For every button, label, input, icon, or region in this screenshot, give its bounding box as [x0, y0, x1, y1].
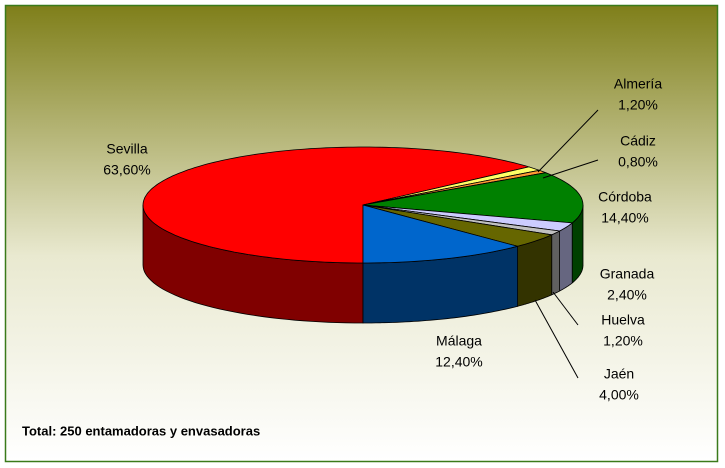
slice-side: [517, 234, 553, 307]
value-label: 12,40%: [435, 354, 482, 370]
slice-label: Jaén: [604, 366, 634, 382]
value-label: 2,40%: [607, 287, 647, 303]
slice-side: [559, 221, 573, 292]
value-label: 14,40%: [601, 210, 648, 226]
leader-line: [542, 159, 599, 179]
slice: [362, 204, 518, 264]
value-label: 63,60%: [103, 162, 150, 178]
value-label: 0,80%: [618, 154, 658, 170]
value-label: 4,00%: [599, 387, 639, 403]
slice-label: Málaga: [436, 333, 482, 349]
slice-side: [551, 230, 560, 296]
leader-line: [537, 109, 599, 173]
slice-label: Almería: [614, 76, 662, 92]
slice: [362, 204, 554, 247]
slice: [362, 172, 584, 224]
slice-label: Sevilla: [106, 141, 147, 157]
value-label: 1,20%: [618, 97, 658, 113]
slice-label: Córdoba: [598, 189, 652, 205]
slice-label: Cádiz: [620, 133, 656, 149]
leader-line: [552, 291, 579, 326]
slice-label: Granada: [600, 266, 655, 282]
slice-label: Huelva: [601, 312, 645, 328]
annotation: Total: 250 entamadoras y envasadoras: [22, 423, 260, 438]
slice: [362, 204, 574, 232]
slice: [142, 146, 531, 264]
value-label: 1,20%: [603, 333, 643, 349]
leader-line: [534, 299, 579, 379]
